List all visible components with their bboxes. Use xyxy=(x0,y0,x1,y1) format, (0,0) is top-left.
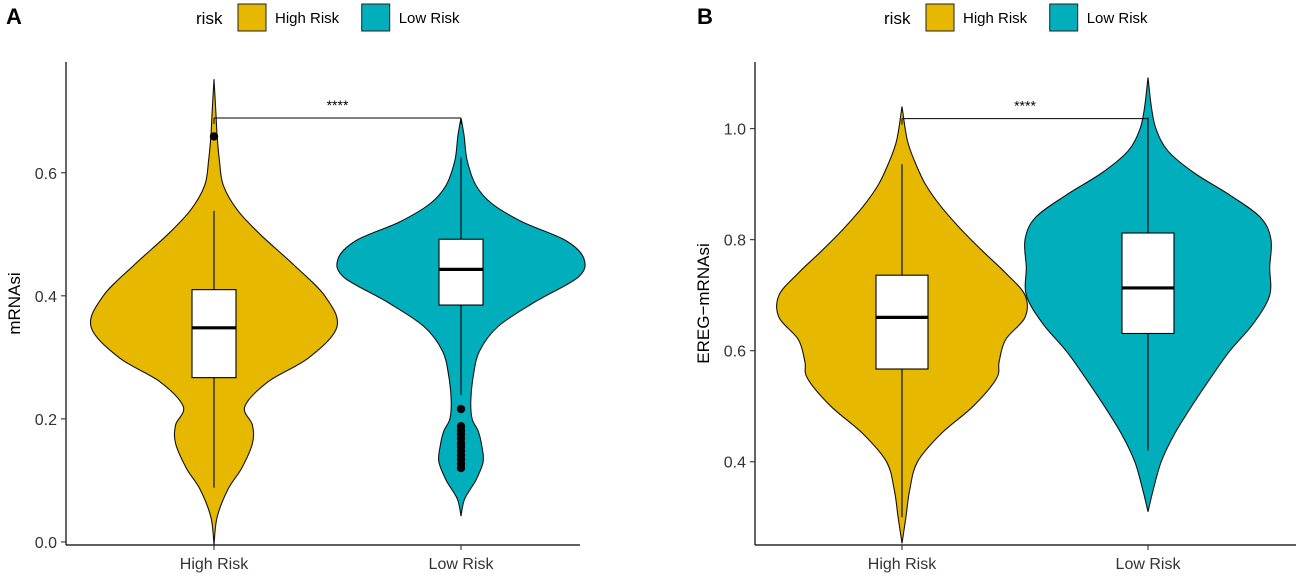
box-high-risk xyxy=(875,274,929,370)
box-low-risk xyxy=(1121,232,1175,335)
y-tick-label: 0.6 xyxy=(35,166,57,183)
y-tick-label: 0.0 xyxy=(35,535,57,552)
legend-label-high-risk: High Risk xyxy=(275,10,340,27)
x-tick-label: Low Risk xyxy=(429,556,495,573)
y-tick-label: 1.0 xyxy=(724,122,746,139)
y-tick-label: 0.4 xyxy=(724,455,746,472)
box-high-risk xyxy=(191,289,237,379)
outlier-point-low-risk xyxy=(456,404,466,414)
y-tick-label: 0.4 xyxy=(35,289,57,306)
significance-label: **** xyxy=(327,97,349,113)
legend-label-low-risk: Low Risk xyxy=(399,10,460,27)
legend-key-low-risk xyxy=(361,3,391,32)
panel-letter: A xyxy=(6,4,22,29)
legend-title: risk xyxy=(884,9,911,28)
box-low-risk xyxy=(438,238,484,306)
legend-label-low-risk: Low Risk xyxy=(1087,10,1148,27)
y-tick-label: 0.6 xyxy=(724,344,746,361)
significance-label: **** xyxy=(1014,98,1036,114)
y-tick-label: 0.2 xyxy=(35,412,57,429)
y-axis-title: EREG−mRNAsi xyxy=(694,243,713,363)
legend-label-high-risk: High Risk xyxy=(963,10,1028,27)
legend: risk High Risk Low Risk xyxy=(884,3,1148,32)
outlier-point-high-risk xyxy=(209,132,219,141)
y-tick-label: 0.8 xyxy=(724,233,746,250)
legend: risk High Risk Low Risk xyxy=(196,3,460,32)
panel-letter: B xyxy=(697,4,713,29)
legend-key-high-risk xyxy=(237,3,267,32)
legend-title: risk xyxy=(196,9,223,28)
legend-key-high-risk xyxy=(925,3,955,32)
outlier-point-low-risk xyxy=(456,463,466,473)
x-tick-label: High Risk xyxy=(868,556,937,573)
x-tick-label: Low Risk xyxy=(1116,556,1182,573)
legend-key-low-risk xyxy=(1049,3,1079,32)
y-axis-title: mRNAsi xyxy=(5,272,24,334)
x-tick-label: High Risk xyxy=(180,556,249,573)
